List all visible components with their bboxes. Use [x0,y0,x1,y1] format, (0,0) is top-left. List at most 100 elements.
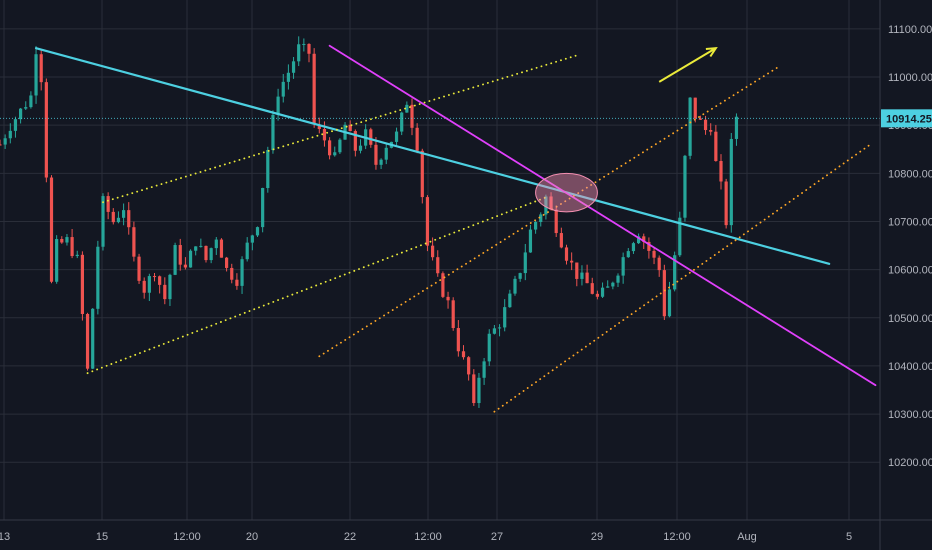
candle-body [724,181,728,226]
arrow-shaft[interactable] [658,47,717,83]
x-tick-label: 27 [491,531,503,543]
candle-body [163,284,167,300]
y-tick-label: 10600.00 [888,265,932,277]
candle-body [80,254,84,314]
candle-body [307,43,311,54]
candle-body [606,286,610,288]
candle-body [590,283,594,294]
candle-body [446,296,450,301]
last-price-tag [881,109,932,128]
candle-body [719,160,723,182]
trend-line-2[interactable] [328,44,877,387]
candle-body [420,150,424,198]
candle-body [405,104,409,113]
candle-body [467,357,471,375]
y-tick-label: 10700.00 [888,216,932,228]
candle-body [549,196,553,210]
candle-body [657,257,661,271]
candle-body [333,152,337,156]
candle-body [384,147,388,160]
candle-body [245,242,249,260]
x-tick-label: 12:00 [414,531,442,543]
last-price-label: 10914.25 [886,113,932,125]
candle-body [683,155,687,218]
candle-body [230,267,234,280]
candle-body [394,131,399,142]
candle-body [415,127,419,151]
x-tick-label: 29 [591,531,603,543]
candle-body [456,328,460,352]
candle-body [621,257,625,276]
candle-body [266,150,270,189]
candle-body [637,236,641,244]
candle-body [158,276,162,285]
candle-body [70,237,74,257]
candle-body [219,239,224,258]
candle-body [544,196,548,215]
candle-body [559,233,563,248]
candle-body [178,245,182,265]
candle-body [8,130,12,139]
x-tick-label: Aug [737,531,757,543]
candle-body [286,72,290,82]
y-tick-label: 10200.00 [888,457,932,469]
highlight-ellipse[interactable] [535,172,598,213]
candle-body [291,61,296,73]
candle-body [673,255,677,290]
candle-body [425,197,430,246]
candle-body [688,97,692,156]
candle-body [214,239,218,249]
x-tick-label: 12:00 [663,531,691,543]
candle-body [709,130,713,132]
candle-body [580,272,584,279]
candle-body [209,248,213,261]
y-tick-label: 10400.00 [888,361,932,373]
candle-body [111,211,115,223]
candle-body [698,118,702,120]
trend-line-3[interactable] [86,196,547,375]
candle-body [24,107,28,109]
candle-body [297,44,301,62]
candle-body [75,254,79,257]
candle-body [410,104,414,128]
candle-body [528,229,533,253]
candle-body [44,82,48,178]
trend-line-6[interactable] [493,143,872,413]
candle-body [132,227,136,257]
candle-body [3,138,7,145]
candle-body [570,260,574,263]
candle-body [585,272,589,284]
candle-body [317,124,321,130]
candle-body [348,124,352,132]
candle-body [302,43,306,45]
candle-body [49,177,54,282]
candle-body [714,131,718,161]
candle-body [261,188,265,228]
candle-body [96,246,100,309]
candle-body [91,308,95,369]
candle-body [358,145,363,151]
candle-body [497,327,502,329]
arrow-head-icon [705,46,718,58]
candle-body [436,257,440,274]
candle-body [647,241,651,251]
trend-line-4[interactable] [102,54,578,204]
candle-body [55,239,59,282]
candle-body [734,116,739,139]
candle-body [487,333,491,362]
candle-body [492,328,496,334]
candle-body [152,276,157,278]
candle-body [281,81,285,97]
candle-body [534,221,538,230]
candle-body [276,96,280,115]
candle-body [703,119,708,131]
candle-body [39,54,43,83]
candle-body [338,139,342,153]
trend-line-1[interactable] [34,47,831,265]
candle-body [353,131,357,151]
trend-line-5[interactable] [318,66,779,358]
candle-body [374,144,378,165]
